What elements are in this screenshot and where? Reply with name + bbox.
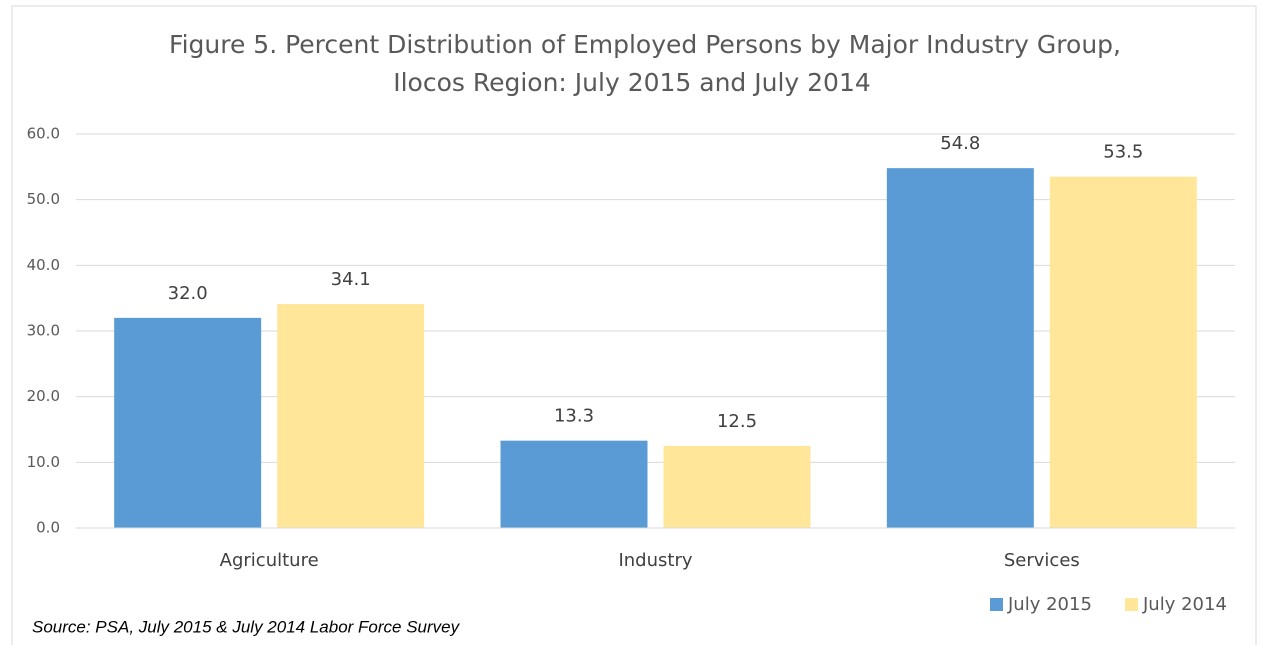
bar bbox=[500, 440, 648, 528]
data-label: 12.5 bbox=[717, 411, 757, 432]
bar bbox=[1049, 176, 1197, 528]
source-note: Source: PSA, July 2015 & July 2014 Labor… bbox=[32, 617, 461, 636]
bar bbox=[277, 304, 425, 528]
y-tick-label: 10.0 bbox=[27, 453, 60, 471]
bar bbox=[886, 168, 1034, 528]
data-label: 54.8 bbox=[940, 133, 980, 154]
y-tick-label: 0.0 bbox=[36, 519, 60, 537]
y-tick-label: 40.0 bbox=[27, 256, 60, 274]
x-tick-label: Agriculture bbox=[220, 550, 319, 571]
x-tick-label: Services bbox=[1004, 550, 1080, 571]
x-tick-label: Industry bbox=[618, 550, 692, 571]
legend-swatch bbox=[1125, 598, 1138, 611]
legend-swatch bbox=[990, 598, 1003, 611]
data-label: 34.1 bbox=[331, 269, 371, 290]
data-label: 53.5 bbox=[1103, 142, 1143, 163]
y-tick-label: 30.0 bbox=[27, 322, 60, 340]
bar bbox=[114, 317, 262, 528]
chart-title: Figure 5. Percent Distribution of Employ… bbox=[169, 30, 1121, 59]
data-label: 13.3 bbox=[554, 406, 594, 427]
y-tick-label: 20.0 bbox=[27, 387, 60, 405]
legend-label: July 2014 bbox=[1142, 594, 1227, 615]
y-tick-label: 50.0 bbox=[27, 190, 60, 208]
legend-label: July 2015 bbox=[1007, 594, 1092, 615]
chart-title: Ilocos Region: July 2015 and July 2014 bbox=[393, 68, 871, 97]
data-label: 32.0 bbox=[168, 283, 208, 304]
y-tick-label: 60.0 bbox=[27, 125, 60, 143]
bar bbox=[663, 445, 811, 528]
